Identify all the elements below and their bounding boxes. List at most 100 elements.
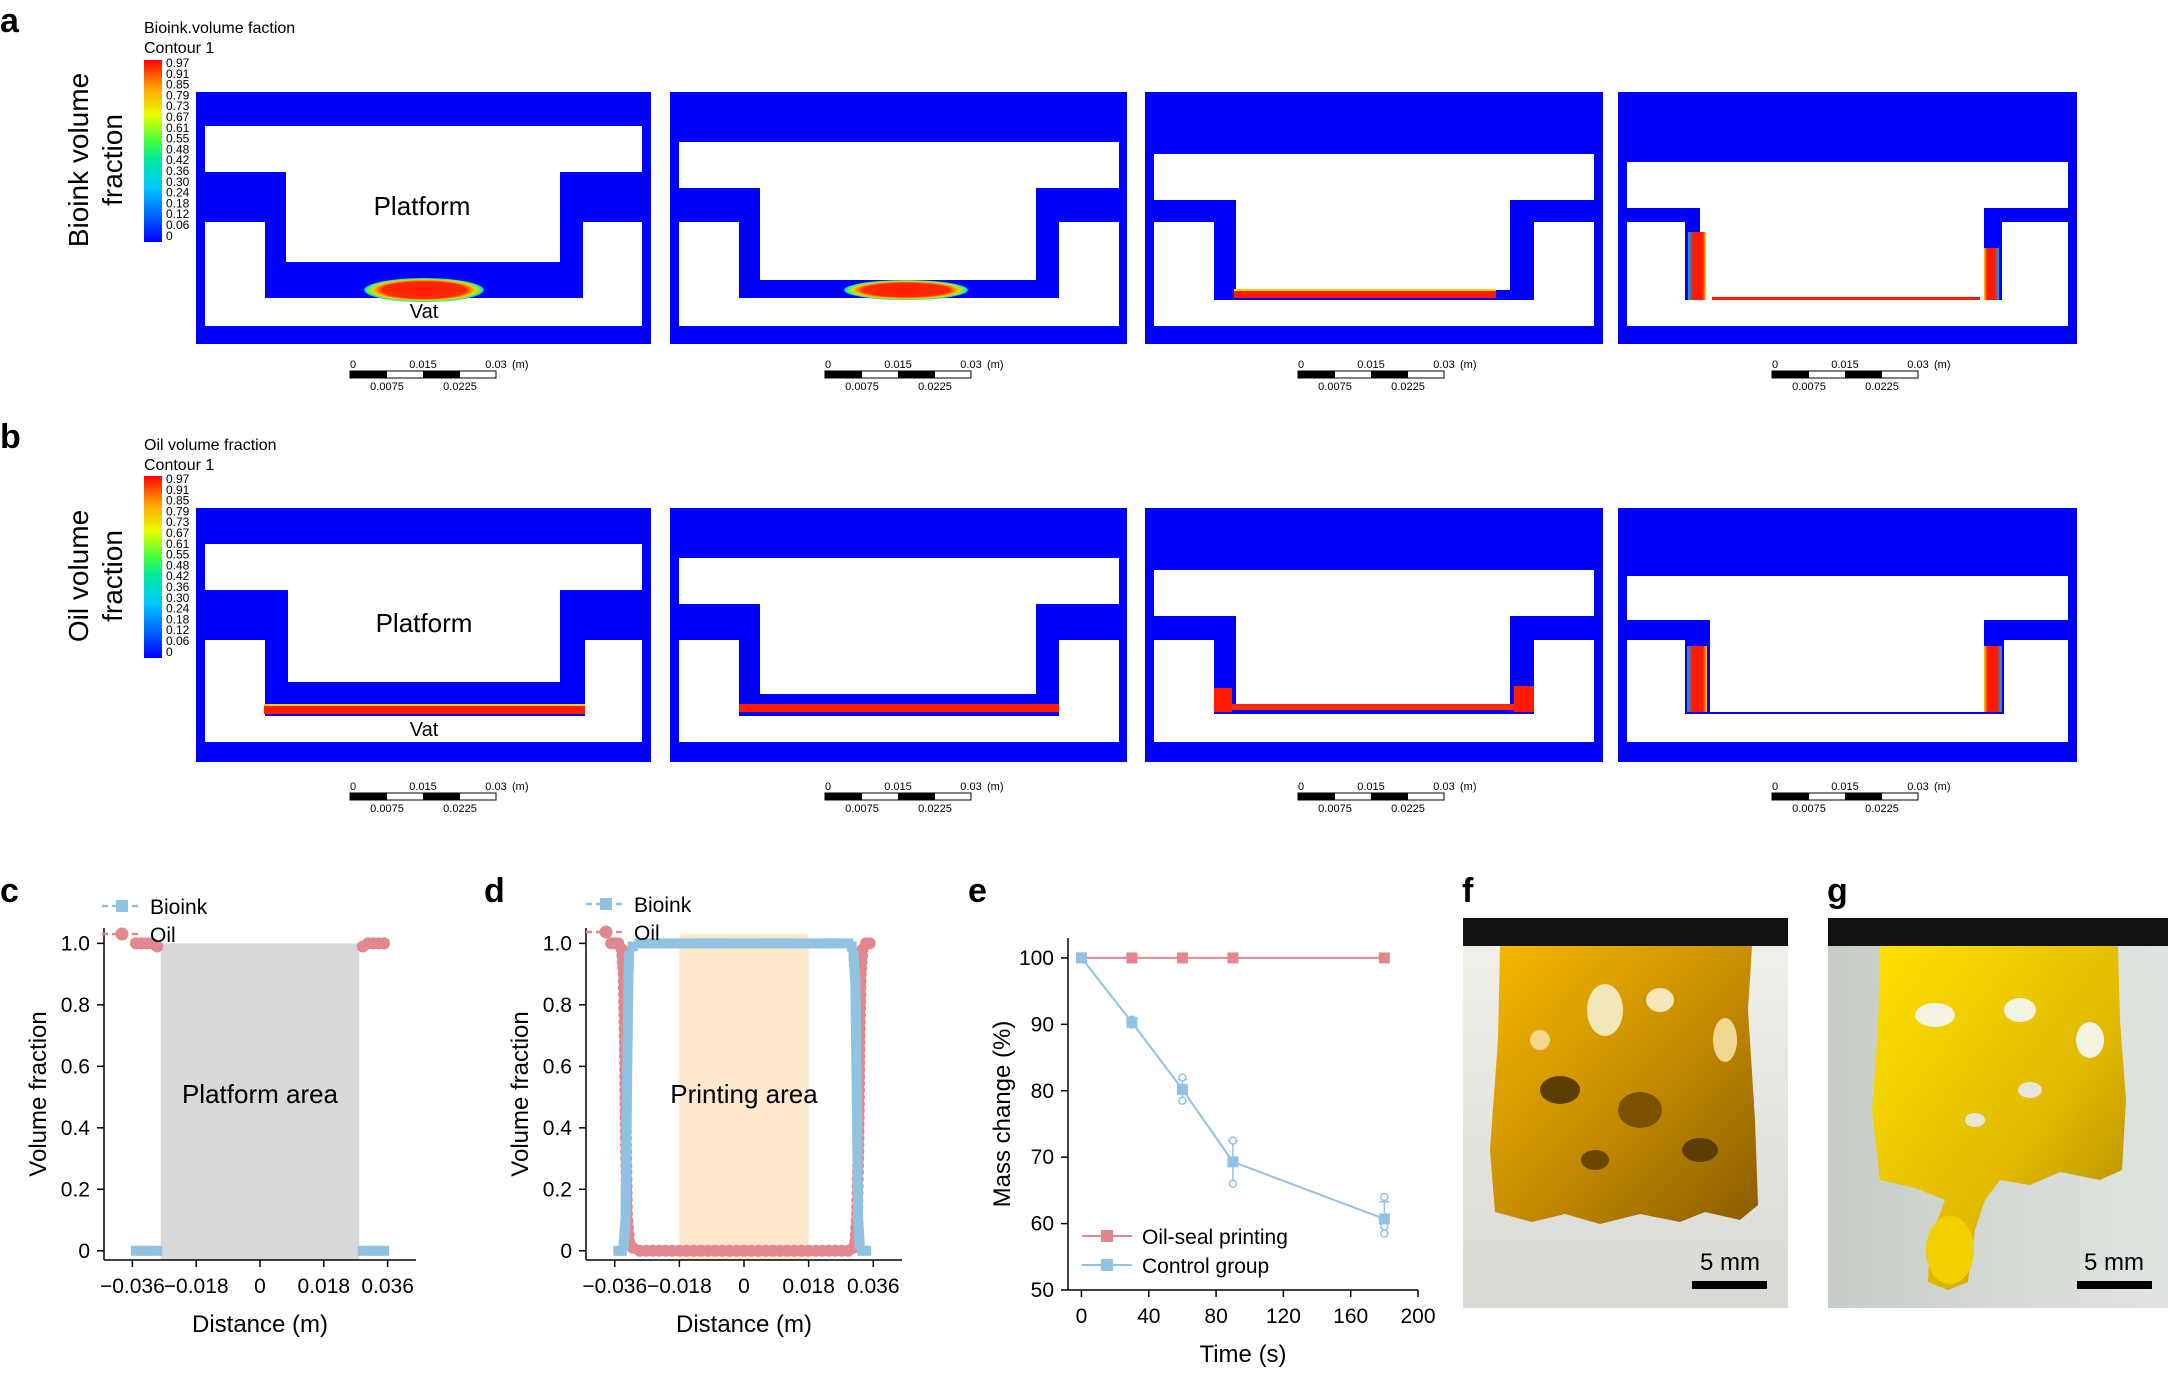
oil-corner-left: [1214, 688, 1232, 712]
scale-bar-g: [2077, 1281, 2152, 1289]
scalebar-unit: (m): [1934, 781, 1951, 793]
legend-marker: [600, 898, 612, 910]
bioink-wall-right: [1984, 248, 1999, 300]
panel-g: g 5 mm: [1827, 872, 2168, 1308]
bioink-point: [852, 1194, 863, 1205]
bioink-point: [850, 1023, 861, 1034]
data-point: [1126, 952, 1138, 964]
bioink-point: [624, 950, 635, 961]
scalebars-a: 0 0.015 0.03 (m) 0.0075 0.0225 0 0.015 0.03 (m) 0…: [349, 359, 1951, 393]
scalebar-label: 0.0075: [845, 381, 879, 393]
colorbar-tick-label: 0.48: [166, 558, 190, 572]
bioink-point: [767, 938, 778, 949]
data-point: [1378, 952, 1390, 964]
bioink-point: [621, 1139, 632, 1150]
bioink-point: [774, 938, 785, 949]
scalebar-label: 0.03: [1433, 781, 1454, 793]
colorbar-tick-label: 0.85: [166, 494, 190, 508]
legend-marker: [116, 900, 128, 912]
bioink-point: [621, 1167, 632, 1178]
oil-layer: [739, 704, 1059, 712]
y-tick-label: 90: [1031, 1013, 1054, 1036]
legend-label: Control group: [1142, 1255, 1269, 1278]
scalebar-unit: (m): [1460, 359, 1477, 371]
bioink-point: [739, 938, 749, 949]
shaded-region-label: Printing area: [670, 1079, 818, 1109]
scalebar-segment: [898, 793, 935, 800]
bioink-point: [746, 938, 757, 949]
scalebar-label: 0: [1298, 781, 1304, 793]
x-tick-label: 0: [738, 1275, 750, 1298]
platform-label: Platform: [374, 191, 471, 221]
colorbar-tick-label: 0.97: [166, 56, 190, 70]
bioink-point: [621, 1119, 632, 1130]
x-axis-label: Time (s): [1199, 1341, 1286, 1368]
colorbar: [144, 60, 162, 242]
panel-c-letter: c: [0, 872, 19, 910]
colorbar-tick-label: 0: [166, 645, 173, 659]
bioink-point: [796, 938, 807, 949]
y-axis-label: Mass change (%): [989, 1021, 1016, 1208]
simulation-a1: Platform Vat: [196, 92, 651, 344]
bioink-point: [363, 1245, 374, 1256]
replicate-point: [1178, 1073, 1187, 1082]
bioink-point: [622, 1044, 633, 1055]
bioink-point: [851, 1064, 862, 1075]
scale-label-g: 5 mm: [2084, 1249, 2144, 1276]
data-point: [1378, 1213, 1390, 1225]
bioink-point: [852, 1187, 863, 1198]
y-tick-label: 0.2: [61, 1178, 90, 1201]
bioink-point: [760, 938, 771, 949]
x-tick-label: 0.018: [298, 1275, 351, 1298]
bioink-point: [622, 1057, 633, 1068]
scalebar-unit: (m): [512, 359, 529, 371]
colorbar: [144, 476, 162, 658]
colorbar-tick-label: 0.06: [166, 218, 190, 232]
scalebar-unit: (m): [987, 781, 1004, 793]
bioink-point: [621, 1092, 632, 1103]
scalebar-label: 0.03: [1907, 781, 1928, 793]
bioink-point: [848, 950, 859, 961]
colorbar-tick-label: 0.73: [166, 99, 190, 113]
y-tick-label: 0: [560, 1240, 572, 1263]
bioink-point: [851, 1071, 862, 1082]
bioink-point: [620, 1174, 631, 1185]
bioink-point: [621, 1133, 632, 1144]
x-tick-label: −0.036: [582, 1275, 647, 1298]
y-tick-label: 1.0: [61, 932, 90, 955]
panel-b-letter: b: [0, 418, 21, 456]
colorbar-tick-label: 0.91: [166, 67, 190, 81]
bioink-point: [823, 938, 834, 949]
y-tick-label: 0.6: [61, 1055, 90, 1078]
scalebar-label: 0.0225: [918, 381, 952, 393]
bioink-point: [850, 1016, 861, 1027]
legend: Bioink Oil: [586, 894, 692, 945]
colorbar-tick-label: 0.30: [166, 175, 190, 189]
oil-layer: [264, 706, 585, 714]
scalebar-label: 0.0225: [918, 803, 952, 815]
bioink-point: [152, 1245, 163, 1256]
bioink-point: [850, 1009, 861, 1020]
simulation-b2: [670, 508, 1127, 762]
bioink-droplet: [364, 278, 484, 302]
scalebar-label: 0.03: [960, 359, 981, 371]
scalebar-unit: (m): [512, 781, 529, 793]
bioink-point: [850, 996, 861, 1007]
y-axis-label: Volume fraction: [25, 1011, 52, 1176]
bioink-point: [852, 1174, 863, 1185]
panel-b-row-label: Oil volume fraction: [63, 510, 128, 642]
scalebar-label: 0.0075: [1792, 803, 1826, 815]
scalebar-segment: [825, 793, 862, 800]
bioink-point: [620, 1180, 631, 1191]
legend-marker: [115, 927, 129, 941]
colorbar-tick-label: 0.67: [166, 526, 190, 540]
simulation-a2: [670, 92, 1127, 344]
scalebar-label: 0.015: [884, 781, 912, 793]
x-tick-label: 0.036: [847, 1275, 900, 1298]
scalebar-label: 0.0225: [1865, 803, 1899, 815]
scalebar-label: 0.0225: [443, 381, 477, 393]
shaded-region-label: Platform area: [182, 1079, 339, 1109]
scalebar-label: 0.0075: [1792, 381, 1826, 393]
bioink-point: [146, 1245, 157, 1256]
scalebar-segment: [1298, 371, 1335, 378]
